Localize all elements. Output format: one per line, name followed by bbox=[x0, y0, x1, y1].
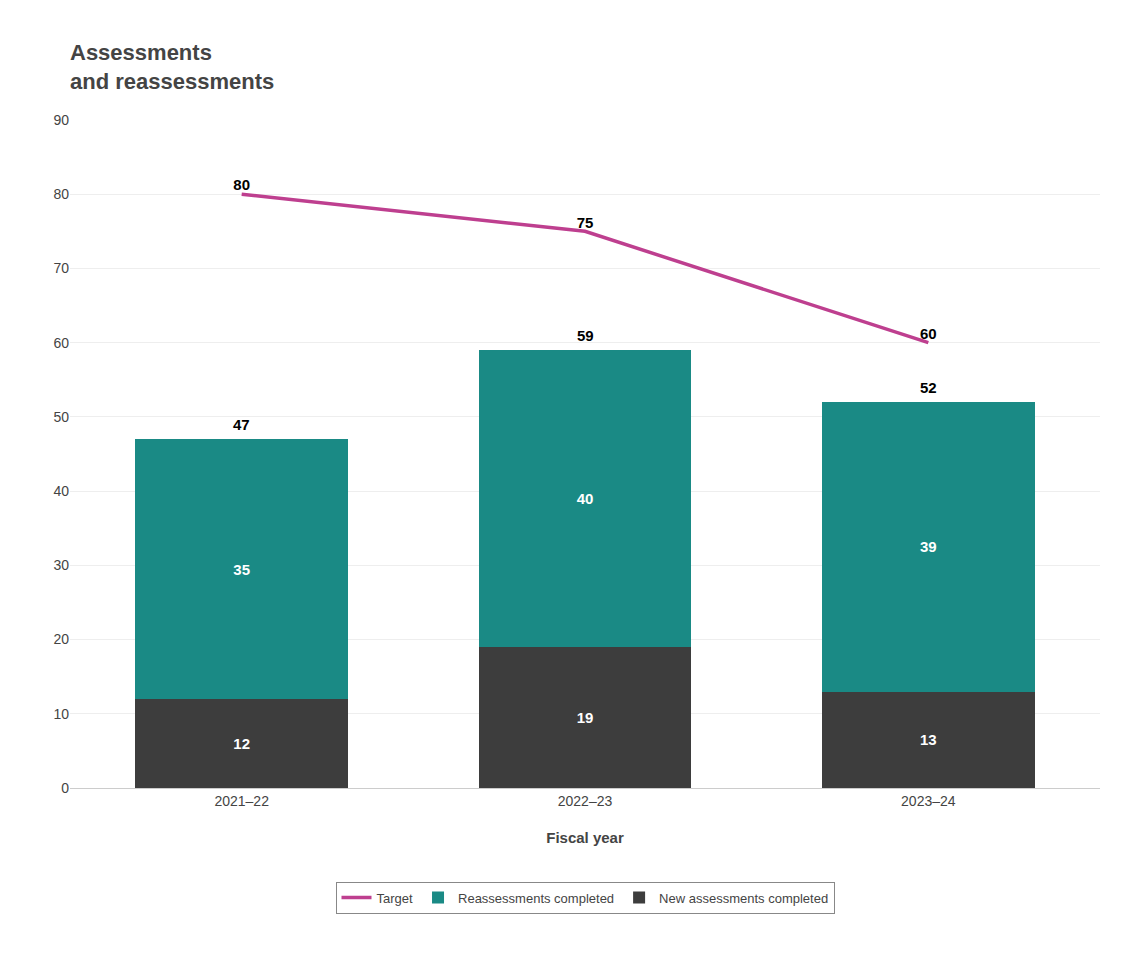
svg-text:90: 90 bbox=[53, 112, 69, 128]
svg-text:75: 75 bbox=[577, 214, 594, 231]
svg-text:80: 80 bbox=[53, 186, 69, 202]
svg-text:80: 80 bbox=[233, 176, 250, 193]
svg-text:New assessments completed: New assessments completed bbox=[659, 891, 828, 906]
svg-text:40: 40 bbox=[577, 490, 594, 507]
svg-text:0: 0 bbox=[61, 780, 69, 796]
svg-text:2023–24: 2023–24 bbox=[901, 793, 956, 809]
svg-text:Fiscal year: Fiscal year bbox=[546, 829, 624, 846]
svg-text:40: 40 bbox=[53, 483, 69, 499]
svg-text:60: 60 bbox=[920, 325, 937, 342]
svg-text:52: 52 bbox=[920, 379, 937, 396]
svg-text:60: 60 bbox=[53, 335, 69, 351]
svg-text:20: 20 bbox=[53, 631, 69, 647]
svg-text:30: 30 bbox=[53, 557, 69, 573]
svg-text:70: 70 bbox=[53, 260, 69, 276]
svg-text:39: 39 bbox=[920, 538, 937, 555]
svg-text:59: 59 bbox=[577, 327, 594, 344]
svg-text:10: 10 bbox=[53, 706, 69, 722]
svg-text:47: 47 bbox=[233, 416, 250, 433]
svg-text:12: 12 bbox=[233, 735, 250, 752]
svg-text:13: 13 bbox=[920, 731, 937, 748]
svg-text:2021–22: 2021–22 bbox=[214, 793, 269, 809]
svg-text:Assessmentsand reassessments: Assessmentsand reassessments bbox=[70, 40, 274, 94]
svg-text:35: 35 bbox=[233, 561, 250, 578]
svg-text:19: 19 bbox=[577, 709, 594, 726]
svg-text:50: 50 bbox=[53, 409, 69, 425]
svg-text:Target: Target bbox=[377, 891, 414, 906]
svg-text:2022–23: 2022–23 bbox=[558, 793, 613, 809]
svg-text:Reassessments completed: Reassessments completed bbox=[458, 891, 614, 906]
